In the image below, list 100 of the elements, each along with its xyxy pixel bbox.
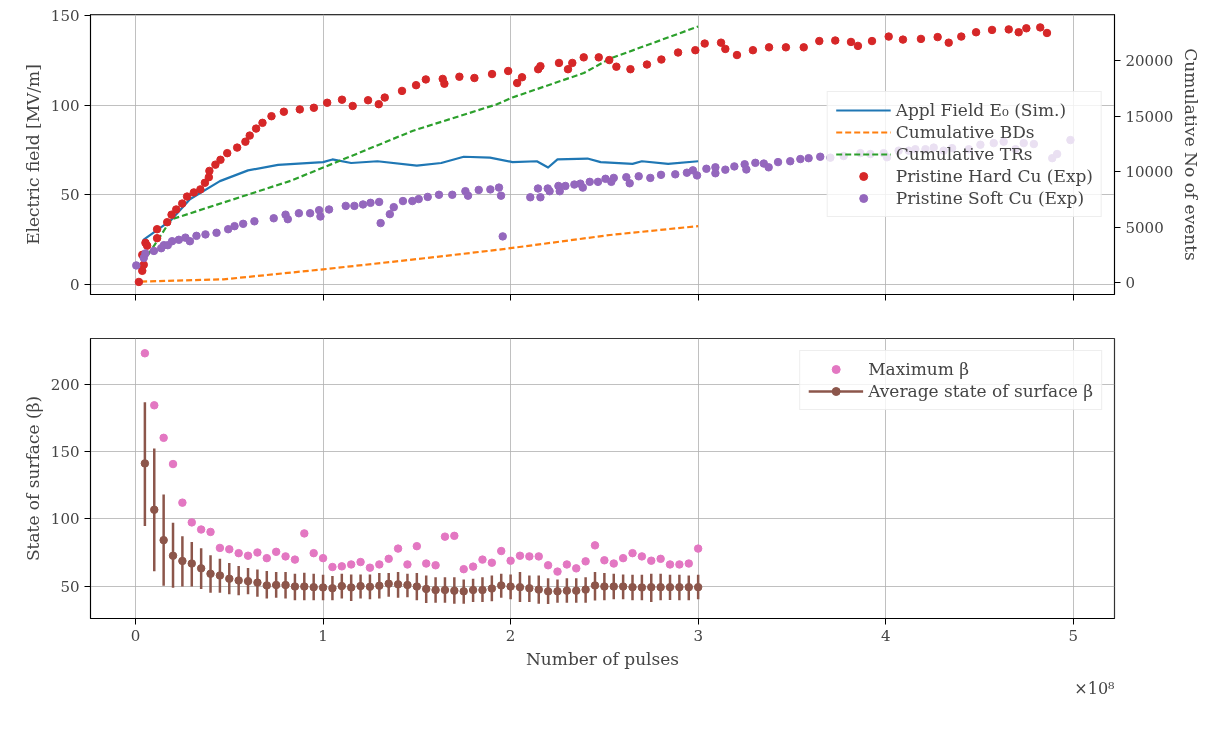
point <box>159 433 168 443</box>
point <box>243 551 253 560</box>
point <box>609 559 618 568</box>
y2-tick-label: 5000 <box>1125 218 1164 237</box>
point <box>553 587 562 596</box>
point <box>318 583 328 592</box>
point <box>328 562 337 572</box>
point <box>309 548 318 558</box>
point <box>281 552 290 561</box>
x-tick-label: 5 <box>1068 626 1079 645</box>
point <box>496 581 506 590</box>
point <box>271 547 281 557</box>
point <box>271 580 281 590</box>
point <box>515 582 525 592</box>
point <box>600 582 609 591</box>
point <box>647 556 656 565</box>
point <box>309 582 318 592</box>
point <box>478 555 487 564</box>
point <box>412 541 422 551</box>
point <box>506 556 515 565</box>
y-tick-label: 0 <box>69 275 80 294</box>
point <box>543 561 553 570</box>
point <box>421 584 431 594</box>
point <box>562 560 572 569</box>
point <box>300 582 309 591</box>
legend-label: Pristine Soft Cu (Exp) <box>895 188 1085 208</box>
point <box>647 582 656 592</box>
x-tick-label: 3 <box>693 626 703 645</box>
point <box>337 562 347 571</box>
point <box>440 532 450 541</box>
point <box>450 586 459 595</box>
point <box>487 558 497 567</box>
legend-label: Pristine Hard Cu (Exp) <box>895 166 1093 186</box>
point <box>243 576 253 586</box>
legend-label: Cumulative BDs <box>895 122 1035 142</box>
point <box>412 582 422 591</box>
point <box>234 548 243 558</box>
point <box>506 582 515 591</box>
point <box>525 552 534 561</box>
point <box>384 579 393 588</box>
point <box>421 559 431 568</box>
point <box>375 560 384 569</box>
point <box>618 582 628 591</box>
legend-label: Maximum β <box>868 359 970 379</box>
point <box>253 578 262 587</box>
point <box>675 560 684 569</box>
point <box>150 401 159 410</box>
point <box>375 581 384 590</box>
point <box>253 548 262 557</box>
point <box>356 557 365 567</box>
legend-label: Cumulative TRs <box>895 144 1033 164</box>
x-tick-label: 2 <box>505 626 516 645</box>
text: ×10⁸ <box>1074 678 1115 698</box>
point <box>656 554 665 564</box>
point <box>168 551 178 560</box>
y-tick-label: 200 <box>50 375 80 394</box>
point <box>590 541 600 550</box>
point <box>618 553 628 563</box>
point <box>487 584 497 593</box>
point <box>571 586 581 595</box>
point <box>553 567 562 576</box>
point <box>356 581 365 591</box>
point <box>346 583 356 592</box>
point <box>365 563 375 572</box>
point <box>393 544 403 553</box>
point <box>637 552 647 561</box>
point <box>346 560 356 569</box>
point <box>206 527 215 537</box>
point <box>384 554 393 564</box>
point <box>675 582 684 592</box>
x-axis-title: Number of pulses <box>525 648 680 669</box>
point <box>684 559 694 568</box>
point <box>393 580 403 589</box>
point <box>684 582 694 592</box>
point <box>431 561 440 570</box>
point <box>525 584 534 593</box>
point <box>403 560 412 569</box>
point <box>215 571 225 580</box>
point <box>337 581 347 591</box>
point <box>534 552 543 561</box>
point <box>150 505 159 514</box>
point <box>403 580 412 590</box>
point <box>468 585 478 595</box>
y2-tick-label: 0 <box>1125 274 1136 293</box>
point <box>459 564 468 574</box>
point <box>665 560 675 569</box>
point <box>318 553 328 563</box>
x-tick-label: 0 <box>130 626 141 645</box>
point <box>600 556 609 565</box>
point <box>262 553 272 563</box>
point <box>656 582 665 592</box>
point <box>159 535 168 545</box>
point <box>196 525 206 534</box>
y-tick-label: 150 <box>50 443 80 462</box>
point <box>215 543 225 553</box>
point <box>628 548 637 558</box>
point <box>478 585 487 595</box>
legend-label: Appl Field E₀ (Sim.) <box>895 100 1067 120</box>
y2-tick-label: 10000 <box>1125 163 1174 182</box>
point <box>225 545 234 554</box>
